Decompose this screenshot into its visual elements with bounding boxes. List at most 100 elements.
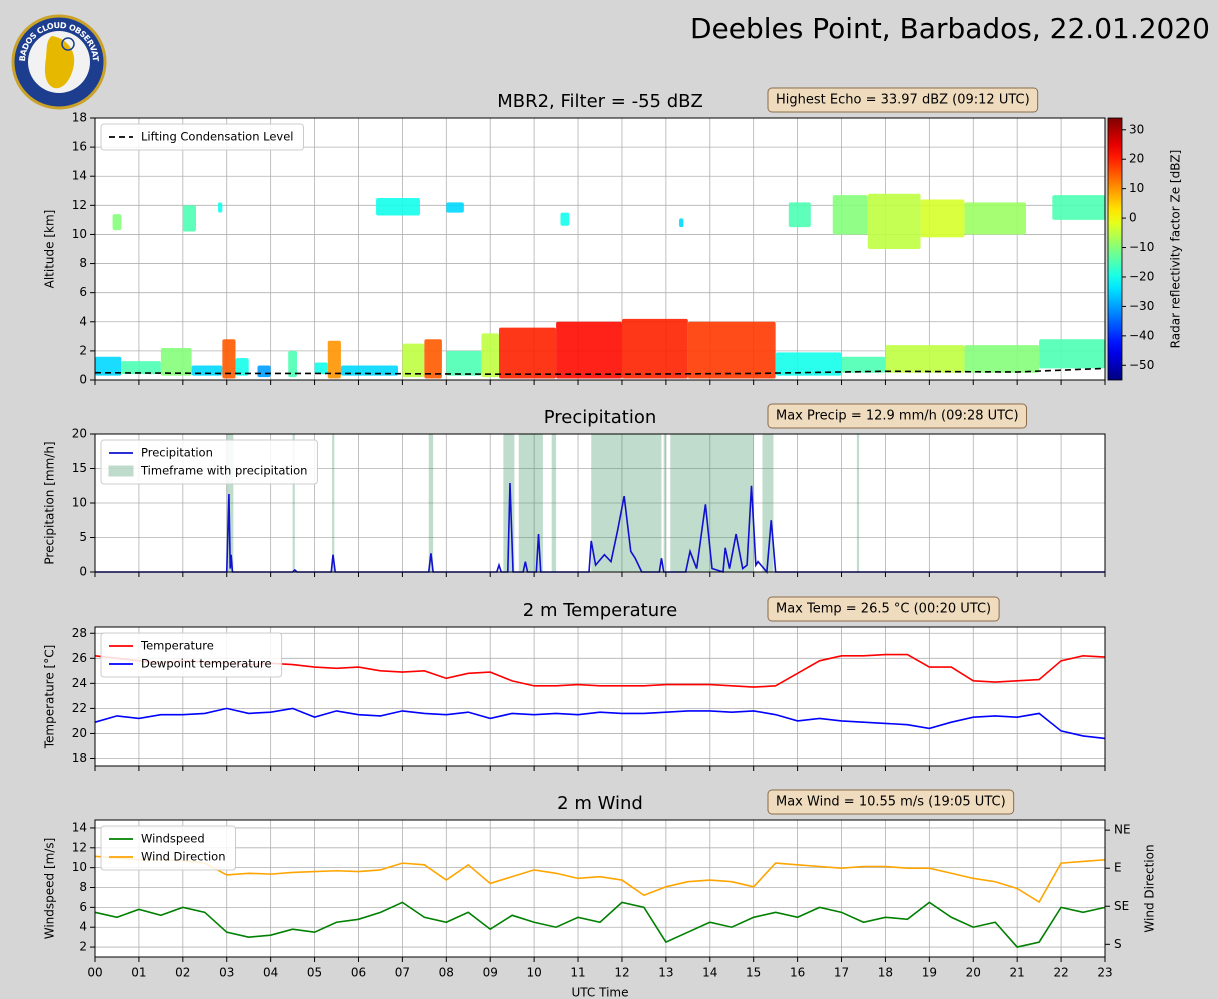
- y2-tick-label: SE: [1114, 899, 1129, 913]
- precip-timeframe: [332, 434, 335, 572]
- precip-timeframe: [856, 434, 860, 572]
- y-tick-label: 6: [79, 285, 87, 299]
- precip-timeframe: [292, 434, 295, 572]
- y-tick-label: 10: [72, 860, 87, 874]
- colorbar: [1107, 117, 1123, 381]
- panel-title: 2 m Temperature: [523, 600, 677, 621]
- y-tick-label: 4: [79, 920, 87, 934]
- precip-timeframe: [226, 434, 234, 572]
- annotation-box: [767, 789, 1015, 815]
- echo: [964, 202, 1026, 235]
- echo: [1052, 195, 1105, 220]
- echo: [885, 345, 965, 373]
- y-tick-label: 24: [72, 676, 87, 690]
- y-tick-label: 12: [72, 198, 87, 212]
- echo: [376, 198, 420, 216]
- x-tick-label: 05: [307, 966, 322, 980]
- y-axis-label: Temperature [°C]: [43, 645, 57, 750]
- echo: [257, 365, 271, 378]
- echo: [121, 361, 161, 375]
- y-tick-label: 0: [79, 565, 87, 579]
- echo: [314, 362, 328, 375]
- x-tick-label: 20: [966, 966, 981, 980]
- legend-box: [100, 123, 304, 151]
- y-tick-label: 10: [72, 496, 87, 510]
- precip-timeframe: [663, 434, 666, 572]
- legend-box: [100, 632, 283, 678]
- echo: [327, 340, 341, 379]
- y2-tick-label: E: [1114, 861, 1122, 875]
- x-tick-label: 13: [658, 966, 673, 980]
- y-tick-label: 8: [79, 880, 87, 894]
- x-tick-label: 22: [1053, 966, 1068, 980]
- y-tick-label: 5: [79, 530, 87, 544]
- y-tick-label: 22: [72, 701, 87, 715]
- x-tick-label: 23: [1097, 966, 1112, 980]
- x-tick-label: 03: [219, 966, 234, 980]
- echo: [964, 345, 1040, 373]
- panel-title: Precipitation: [544, 407, 657, 428]
- echo: [288, 350, 297, 378]
- series-line: [94, 707, 1106, 740]
- colorbar-tick-label: −10: [1129, 240, 1154, 254]
- y-tick-label: 12: [72, 840, 87, 854]
- panel: 2 m Temperature Max Temp = 26.5 °C (00:20…: [43, 596, 1106, 771]
- x-tick-label: 15: [746, 966, 761, 980]
- x-tick-label: 21: [1010, 966, 1025, 980]
- y-tick-label: 2: [79, 343, 87, 357]
- x-tick-label: 08: [439, 966, 454, 980]
- y-tick-label: 18: [72, 111, 87, 125]
- legend-box: [100, 825, 237, 871]
- echo: [95, 356, 122, 376]
- echo: [499, 327, 557, 379]
- echo: [235, 358, 249, 376]
- y-tick-label: 0: [79, 373, 87, 387]
- annotation-box: [767, 87, 1039, 113]
- y-tick-label: 16: [72, 140, 87, 154]
- y-axis-label: Altitude [km]: [43, 210, 57, 289]
- echo: [556, 321, 622, 379]
- x-tick-label: 00: [87, 966, 102, 980]
- echo: [217, 202, 223, 213]
- panel-title: 2 m Wind: [557, 793, 643, 814]
- annotation: Max Temp = 26.5 °C (00:20 UTC): [776, 602, 991, 617]
- y-tick-label: 2: [79, 940, 87, 954]
- y-tick-label: 14: [72, 820, 87, 834]
- panel: Precipitation Max Precip = 12.9 mm/h (09:…: [43, 403, 1106, 579]
- legend-label: Lifting Condensation Level: [141, 130, 294, 144]
- echo: [446, 202, 464, 213]
- x-tick-label: 07: [395, 966, 410, 980]
- series-line: [95, 482, 1105, 574]
- echo: [402, 343, 425, 378]
- legend-box: [100, 439, 318, 485]
- y-axis-label: Windspeed [m/s]: [43, 838, 57, 940]
- echo: [867, 193, 921, 249]
- colorbar-tick-label: −40: [1129, 328, 1154, 342]
- x-tick-label: 16: [790, 966, 805, 980]
- legend-swatch: [108, 465, 134, 477]
- annotation: Highest Echo = 33.97 dBZ (09:12 UTC): [776, 93, 1030, 108]
- echo: [788, 202, 811, 228]
- echo: [1039, 339, 1105, 369]
- y-tick-label: 6: [79, 900, 87, 914]
- y-axis-label: Precipitation [mm/h]: [43, 441, 57, 564]
- echo: [446, 350, 482, 376]
- annotation-box: [767, 596, 1000, 622]
- panel: MBR2, Filter = -55 dBZ Highest Echo = 33.…: [43, 87, 1183, 387]
- colorbar-tick-label: 10: [1129, 181, 1144, 195]
- x-tick-label: 09: [483, 966, 498, 980]
- y2-tick-label: S: [1114, 937, 1122, 951]
- y-tick-label: 26: [72, 651, 87, 665]
- colorbar-tick-label: 20: [1129, 152, 1144, 166]
- legend-label: Windspeed: [141, 832, 205, 846]
- echo: [621, 318, 688, 379]
- echo: [920, 199, 965, 238]
- logo-island: [44, 36, 75, 89]
- echo: [481, 333, 499, 378]
- y-tick-label: 28: [72, 626, 87, 640]
- y2-tick-label: NE: [1114, 823, 1131, 837]
- x-tick-label: 17: [834, 966, 849, 980]
- x-tick-label: 18: [878, 966, 893, 980]
- echo: [560, 212, 570, 226]
- colorbar-tick-label: −30: [1129, 299, 1154, 313]
